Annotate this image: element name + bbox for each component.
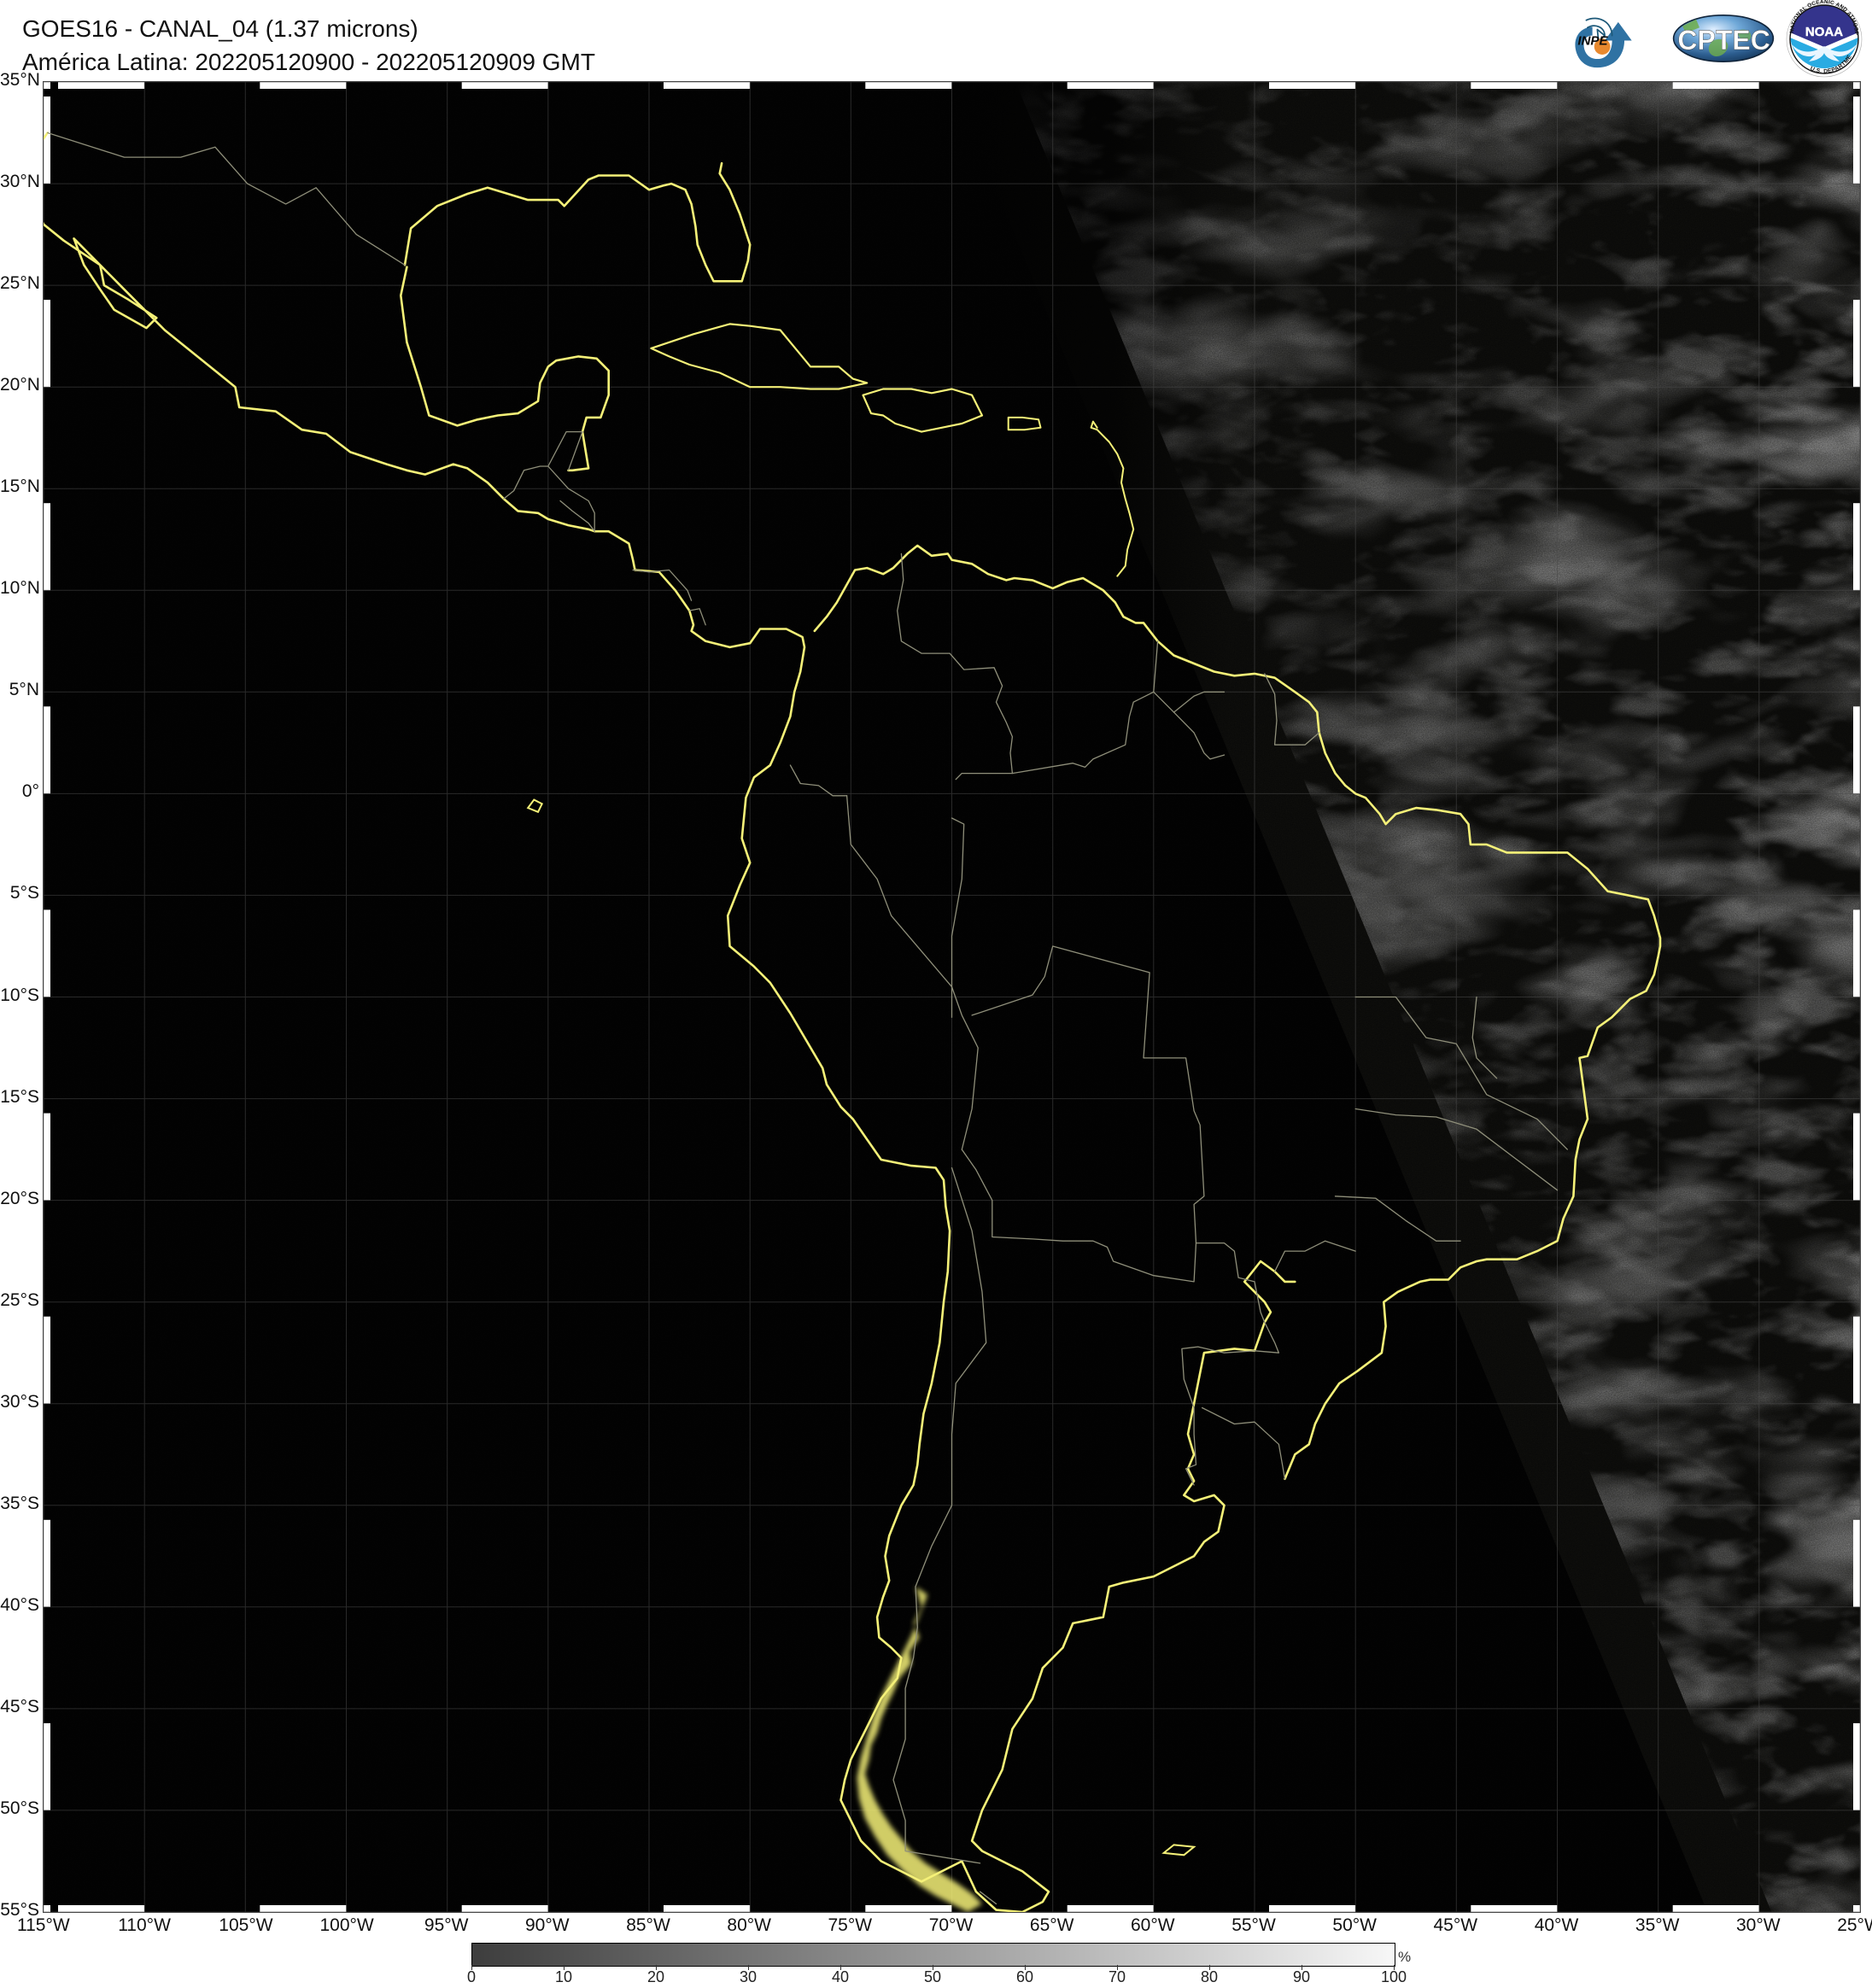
svg-text:CPTEC: CPTEC (1677, 25, 1770, 56)
svg-text:INPE: INPE (1577, 33, 1608, 48)
svg-text:NOAA: NOAA (1805, 25, 1843, 39)
